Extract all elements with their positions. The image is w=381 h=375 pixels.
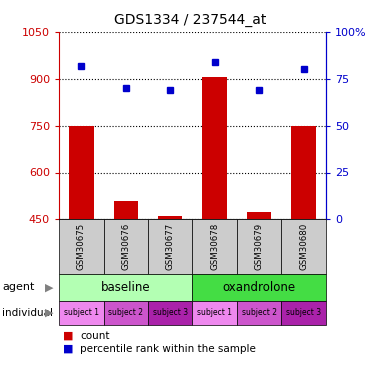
Text: individual: individual	[2, 308, 53, 318]
Text: subject 1: subject 1	[64, 308, 99, 317]
Text: ▶: ▶	[45, 308, 54, 318]
Text: GSM30677: GSM30677	[166, 223, 174, 270]
Text: baseline: baseline	[101, 281, 150, 294]
Bar	[114, 201, 138, 219]
Text: subject 1: subject 1	[197, 308, 232, 317]
Text: agent: agent	[2, 282, 34, 292]
Text: subject 2: subject 2	[242, 308, 277, 317]
Text: ■: ■	[63, 331, 74, 341]
Text: ■: ■	[63, 344, 74, 354]
Text: GSM30679: GSM30679	[255, 223, 264, 270]
Text: count: count	[80, 331, 109, 341]
Text: subject 3: subject 3	[286, 308, 321, 317]
Text: subject 3: subject 3	[153, 308, 188, 317]
Text: subject 2: subject 2	[108, 308, 143, 317]
Bar	[202, 77, 227, 219]
Bar	[158, 216, 182, 219]
Text: GSM30675: GSM30675	[77, 223, 86, 270]
Text: oxandrolone: oxandrolone	[223, 281, 296, 294]
Bar	[247, 211, 271, 219]
Bar	[291, 126, 316, 219]
Bar	[69, 126, 93, 219]
Text: GDS1334 / 237544_at: GDS1334 / 237544_at	[114, 13, 267, 27]
Text: GSM30678: GSM30678	[210, 223, 219, 270]
Text: GSM30680: GSM30680	[299, 223, 308, 270]
Text: ▶: ▶	[45, 282, 54, 292]
Text: GSM30676: GSM30676	[121, 223, 130, 270]
Text: percentile rank within the sample: percentile rank within the sample	[80, 344, 256, 354]
